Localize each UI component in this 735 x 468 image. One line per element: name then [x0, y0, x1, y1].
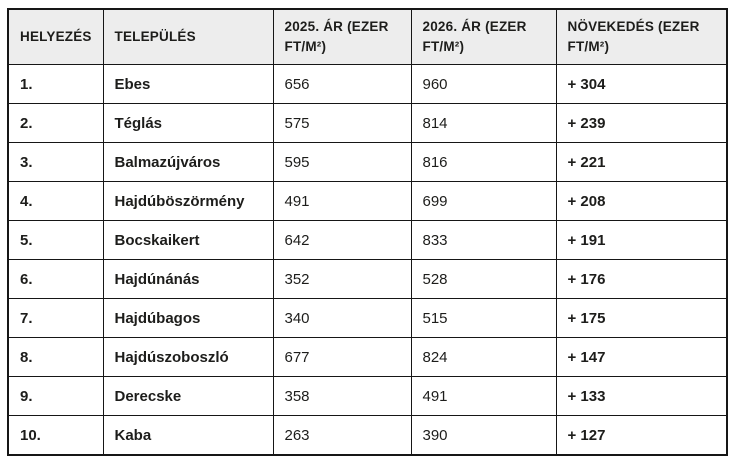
- growth-cell: + 208: [555, 181, 728, 221]
- table-row: 4. Hajdúböszörmény 491 699 + 208: [7, 181, 728, 221]
- table-row: 10. Kaba 263 390 + 127: [7, 415, 728, 456]
- settlement-cell: Téglás: [102, 103, 274, 143]
- settlement-cell: Hajdúböszörmény: [102, 181, 274, 221]
- settlement-cell: Hajdúbagos: [102, 298, 274, 338]
- rank-cell: 6.: [7, 259, 104, 299]
- price-2025-cell: 358: [272, 376, 412, 416]
- rank-cell: 1.: [7, 64, 104, 104]
- price-2025-cell: 575: [272, 103, 412, 143]
- table-row: 6. Hajdúnánás 352 528 + 176: [7, 259, 728, 299]
- column-header-ar-2025: 2025. ÁR (EZER FT/M²): [272, 8, 412, 65]
- price-2026-cell: 491: [410, 376, 557, 416]
- rank-cell: 10.: [7, 415, 104, 456]
- rank-cell: 7.: [7, 298, 104, 338]
- price-2026-cell: 824: [410, 337, 557, 377]
- growth-cell: + 304: [555, 64, 728, 104]
- table-row: 1. Ebes 656 960 + 304: [7, 64, 728, 104]
- price-2026-cell: 699: [410, 181, 557, 221]
- price-2025-cell: 656: [272, 64, 412, 104]
- price-2025-cell: 491: [272, 181, 412, 221]
- column-header-telepules: TELEPÜLÉS: [102, 8, 274, 65]
- settlement-cell: Derecske: [102, 376, 274, 416]
- column-header-helyezes: HELYEZÉS: [7, 8, 104, 65]
- growth-cell: + 147: [555, 337, 728, 377]
- table-row: 3. Balmazújváros 595 816 + 221: [7, 142, 728, 182]
- settlement-cell: Hajdúnánás: [102, 259, 274, 299]
- table-row: 7. Hajdúbagos 340 515 + 175: [7, 298, 728, 338]
- price-2025-cell: 595: [272, 142, 412, 182]
- price-2026-cell: 960: [410, 64, 557, 104]
- price-table: HELYEZÉS TELEPÜLÉS 2025. ÁR (EZER FT/M²) 20…: [7, 8, 728, 456]
- price-2025-cell: 677: [272, 337, 412, 377]
- growth-cell: + 133: [555, 376, 728, 416]
- price-2026-cell: 816: [410, 142, 557, 182]
- rank-cell: 9.: [7, 376, 104, 416]
- column-header-novekedes: NÖVEKEDÉS (EZER FT/M²): [555, 8, 728, 65]
- price-2026-cell: 515: [410, 298, 557, 338]
- header-row: HELYEZÉS TELEPÜLÉS 2025. ÁR (EZER FT/M²) 20…: [7, 8, 728, 65]
- rank-cell: 2.: [7, 103, 104, 143]
- price-2026-cell: 528: [410, 259, 557, 299]
- rank-cell: 8.: [7, 337, 104, 377]
- table-row: 5. Bocskaikert 642 833 + 191: [7, 220, 728, 260]
- growth-cell: + 221: [555, 142, 728, 182]
- settlement-cell: Hajdúszoboszló: [102, 337, 274, 377]
- table-row: 8. Hajdúszoboszló 677 824 + 147: [7, 337, 728, 377]
- price-2026-cell: 833: [410, 220, 557, 260]
- growth-cell: + 175: [555, 298, 728, 338]
- price-2026-cell: 390: [410, 415, 557, 456]
- growth-cell: + 176: [555, 259, 728, 299]
- table-body: 1. Ebes 656 960 + 304 2. Téglás 575 814 + 239 3. Ba…: [7, 64, 728, 456]
- settlement-cell: Kaba: [102, 415, 274, 456]
- column-header-ar-2026: 2026. ÁR (EZER FT/M²): [410, 8, 557, 65]
- growth-cell: + 239: [555, 103, 728, 143]
- growth-cell: + 191: [555, 220, 728, 260]
- settlement-cell: Balmazújváros: [102, 142, 274, 182]
- price-2026-cell: 814: [410, 103, 557, 143]
- growth-cell: + 127: [555, 415, 728, 456]
- price-2025-cell: 352: [272, 259, 412, 299]
- settlement-cell: Ebes: [102, 64, 274, 104]
- rank-cell: 4.: [7, 181, 104, 221]
- table-row: 2. Téglás 575 814 + 239: [7, 103, 728, 143]
- rank-cell: 5.: [7, 220, 104, 260]
- table-row: 9. Derecske 358 491 + 133: [7, 376, 728, 416]
- settlement-cell: Bocskaikert: [102, 220, 274, 260]
- price-2025-cell: 340: [272, 298, 412, 338]
- rank-cell: 3.: [7, 142, 104, 182]
- price-2025-cell: 642: [272, 220, 412, 260]
- price-2025-cell: 263: [272, 415, 412, 456]
